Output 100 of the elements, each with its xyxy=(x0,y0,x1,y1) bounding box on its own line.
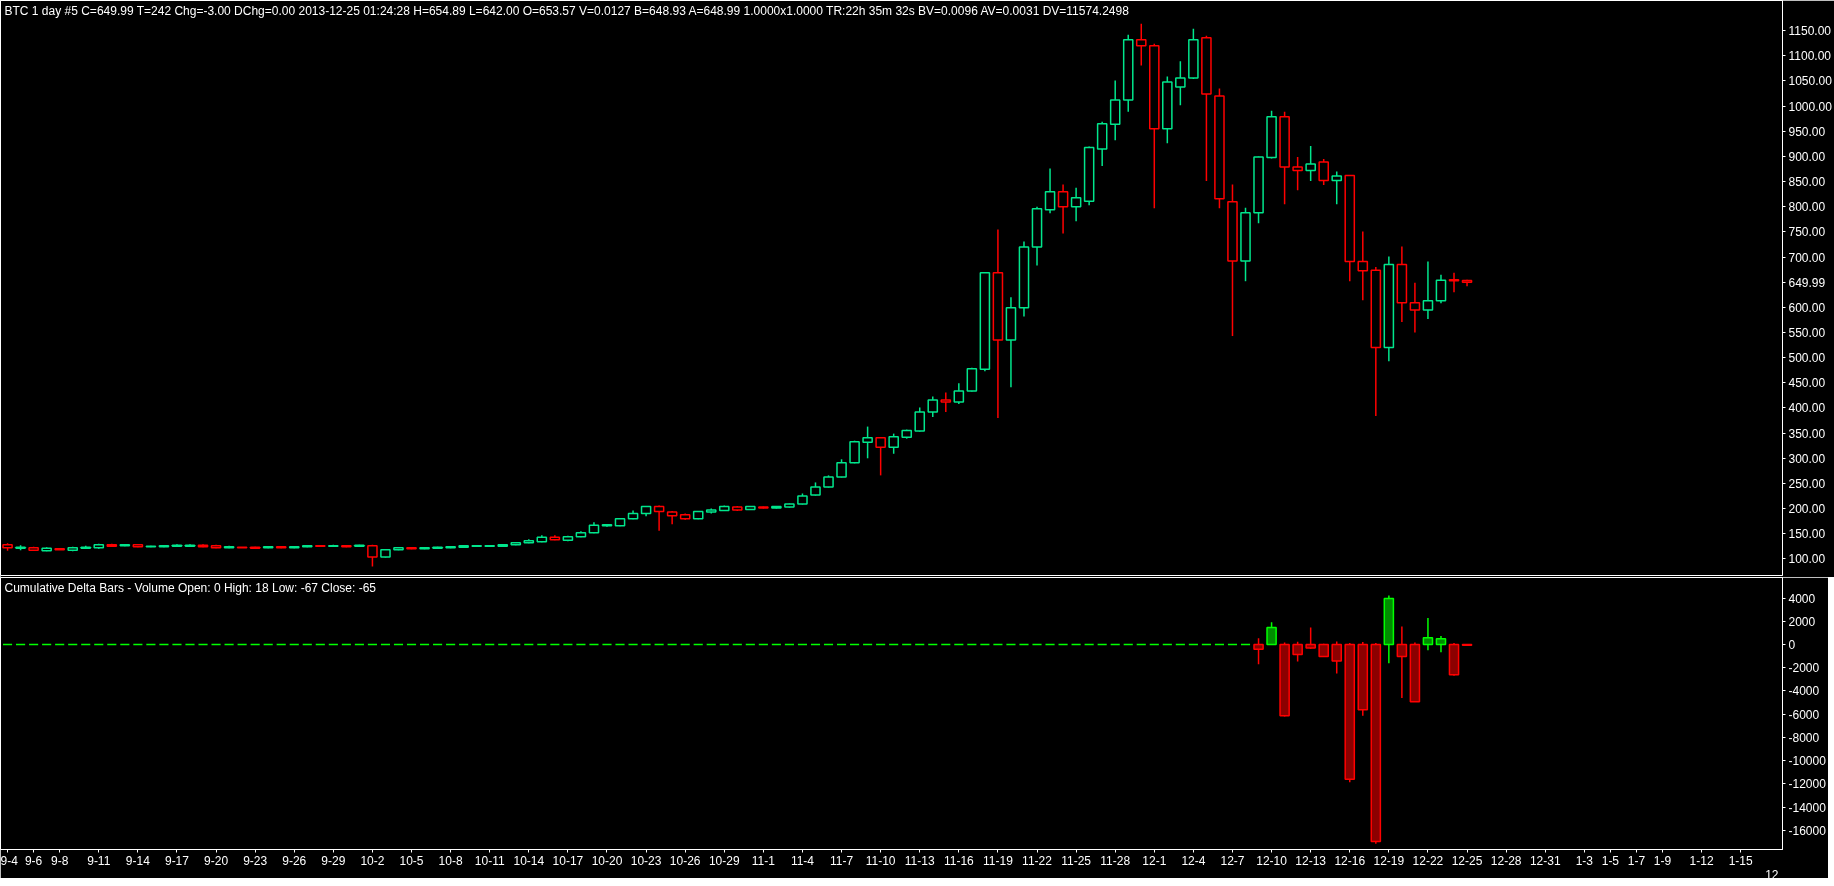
candlestick xyxy=(836,458,847,479)
x-tick-label: 11-19 xyxy=(983,853,1014,868)
x-tick-label: 12-1 xyxy=(1142,853,1167,868)
y-tick-label: 800.00 xyxy=(1788,200,1826,215)
candlestick xyxy=(1135,22,1147,67)
y-tick-label: 500.00 xyxy=(1788,351,1826,366)
x-tick-label: 1-3 xyxy=(1575,853,1594,868)
x-tick-label: 12-25 xyxy=(1451,853,1483,868)
candlestick xyxy=(1253,637,1264,666)
x-tick-label: 1-5 xyxy=(1601,853,1620,868)
y-tick-label: 400.00 xyxy=(1788,401,1826,416)
candlestick xyxy=(1305,626,1316,650)
x-tick-label: 10-17 xyxy=(552,853,584,868)
y-tick-label: 200.00 xyxy=(1788,502,1826,517)
x-tick-label: 10-2 xyxy=(360,853,385,868)
candlestick xyxy=(1422,260,1434,320)
y-tick-label: 649.99 xyxy=(1788,275,1826,290)
x-tick-label: 9-29 xyxy=(321,853,346,868)
candlestick xyxy=(1044,167,1056,215)
x-tick-label: 11-7 xyxy=(829,853,854,868)
x-tick-label: 10-5 xyxy=(399,853,424,868)
candlestick xyxy=(1175,60,1186,106)
candlestick xyxy=(1357,230,1369,302)
x-tick-label: 9-17 xyxy=(164,853,190,868)
x-tick-label: 10-23 xyxy=(630,853,662,868)
y-tick-label: 750.00 xyxy=(1788,225,1826,240)
y-tick-label: 300.00 xyxy=(1788,451,1826,466)
y-tick-label: -14000 xyxy=(1788,800,1827,815)
candlestick xyxy=(1305,145,1316,182)
candlestick xyxy=(940,391,952,413)
candlestick xyxy=(1292,156,1303,191)
candlestick xyxy=(1331,640,1343,675)
y-tick-label: 1050.00 xyxy=(1788,74,1833,89)
y-tick-label: 950.00 xyxy=(1788,124,1826,139)
x-tick-label: 11-28 xyxy=(1100,853,1131,868)
y-tick-label: 1150.00 xyxy=(1788,24,1832,39)
y-tick-label: -6000 xyxy=(1788,707,1820,722)
x-tick-label: 11-22 xyxy=(1022,853,1053,868)
y-tick-label: 250.00 xyxy=(1788,476,1826,491)
x-tick-label: 9-26 xyxy=(282,853,307,868)
y-tick-label: 850.00 xyxy=(1788,175,1826,190)
x-tick-label: 11-1 xyxy=(751,853,776,868)
candlestick xyxy=(875,436,886,477)
y-tick-label: -12000 xyxy=(1788,777,1827,792)
x-tick-label: 10-8 xyxy=(438,853,463,868)
y-tick-label: 0 xyxy=(1788,638,1796,653)
y-tick-label: 600.00 xyxy=(1788,300,1826,315)
x-tick-label: 10-29 xyxy=(708,853,740,868)
x-tick-label: 12-19 xyxy=(1373,853,1405,868)
x-tick-label: 9-4 xyxy=(0,853,19,868)
candlestick xyxy=(888,432,899,455)
x-tick-label: 9-14 xyxy=(125,853,151,868)
x-tick-label: 9-20 xyxy=(204,853,229,868)
y-tick-label: 450.00 xyxy=(1788,376,1826,391)
x-tick-label: 12-16 xyxy=(1334,853,1366,868)
x-tick-label: 1-12 xyxy=(1689,853,1714,868)
x-tick-label: 10-14 xyxy=(513,853,545,868)
candlestick xyxy=(1435,273,1447,305)
candlestick xyxy=(653,504,665,532)
x-tick-label: 12-28 xyxy=(1490,853,1522,868)
y-tick-label: 1100.00 xyxy=(1788,49,1832,64)
y-tick-label: -10000 xyxy=(1788,754,1827,769)
candlestick xyxy=(1266,621,1277,646)
candlestick xyxy=(1292,640,1303,663)
chart-title: Cumulative Delta Bars - Volume Open: 0 High: 18 Low: -67 Close: -65 xyxy=(4,580,377,595)
candlestick xyxy=(1070,186,1082,223)
x-tick-label: 10-26 xyxy=(669,853,701,868)
candlestick xyxy=(1409,281,1421,334)
candlestick xyxy=(862,425,873,460)
x-tick-label: 10-20 xyxy=(591,853,623,868)
y-tick-label: 900.00 xyxy=(1788,149,1826,164)
x-tick-label: 10-11 xyxy=(474,853,505,868)
x-tick-label: 12-7 xyxy=(1220,853,1245,868)
candlestick xyxy=(1057,183,1069,235)
y-tick-label: 150.00 xyxy=(1788,527,1826,542)
x-tick-label: 12-31 xyxy=(1529,853,1561,868)
chart-title: BTC 1 day #5 C=649.99 T=242 Chg=-3.00 DChg=0.00 2013-12-25 01:24:28 H=654.89 L=642.00 O=653.57 V=0.0127 B=648.93 A=648.99 1.0000x1.0000 TR:22h 35m 32s BV=0.0096 AV=0.0031 DV=11574.2498 xyxy=(4,3,1130,18)
y-tick-label: 4000 xyxy=(1788,591,1816,606)
x-tick-label: 11-4 xyxy=(790,853,815,868)
y-tick-label: 2000 xyxy=(1788,614,1816,629)
x-tick-label: 1-9 xyxy=(1653,853,1672,868)
candlestick xyxy=(1396,625,1408,699)
candlestick xyxy=(927,395,939,418)
x-tick-label: 1-7 xyxy=(1627,853,1646,868)
y-tick-label: 700.00 xyxy=(1788,250,1826,265)
x-tick-label: 12-4 xyxy=(1181,853,1206,868)
x-tick-label: 1-15 xyxy=(1728,853,1754,868)
x-tick-label: 12-22 xyxy=(1412,853,1444,868)
candlestick xyxy=(1422,617,1434,651)
x-tick-label: 9-8 xyxy=(51,853,69,868)
y-tick-label: 100.00 xyxy=(1788,552,1826,567)
x-tick-label: 11-25 xyxy=(1061,853,1092,868)
y-tick-label: 350.00 xyxy=(1788,426,1826,441)
x-tick-label: 9-6 xyxy=(24,853,43,868)
y-tick-label: 550.00 xyxy=(1788,326,1826,341)
x-tick-label: 11-10 xyxy=(865,853,896,868)
x-tick-label: 9-23 xyxy=(243,853,268,868)
y-tick-label: -2000 xyxy=(1788,661,1820,676)
x-tick-label: 11-13 xyxy=(904,853,935,868)
y-tick-label: -8000 xyxy=(1788,730,1820,745)
